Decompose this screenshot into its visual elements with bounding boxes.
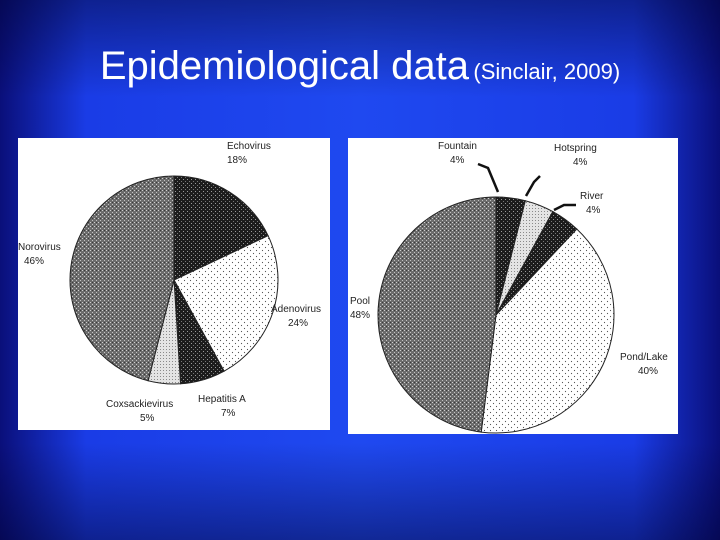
pie-slice-adenovirus — [173, 235, 279, 372]
pie-label-pond-lake: Pond/Lake 40% — [620, 352, 668, 377]
pie-slice-pond-lake — [480, 228, 615, 434]
pie-label-hotspring: Hotspring 4% — [554, 143, 597, 168]
pie-chart-sources: Fountain 4% Hotspring 4% River 4% Pond/Lake 40%… — [350, 141, 668, 434]
pie-chart-pathogens: Echovirus 18% Adenovirus 24% Hepatitis A 7% Co… — [18, 141, 321, 424]
pie-chart-panel-pathogens: Echovirus 18% Adenovirus 24% Hepatitis A 7% Co… — [18, 138, 330, 430]
pie-label-pool: Pool 48% — [350, 296, 370, 321]
pie-slice-echovirus — [173, 175, 269, 281]
pie-label-echovirus: Echovirus 18% — [227, 141, 271, 166]
slide-title-citation: (Sinclair, 2009) — [473, 59, 621, 84]
leader-line-river — [553, 203, 576, 212]
pie-chart-panel-sources: Fountain 4% Hotspring 4% River 4% Pond/Lake 40%… — [348, 138, 678, 434]
slide-title: Epidemiological data (Sinclair, 2009) — [0, 44, 720, 89]
pie-slice-norovirus — [69, 175, 175, 382]
pie-label-hepatitis-a: Hepatitis A 7% — [198, 394, 246, 419]
pie-label-norovirus: Norovirus 46% — [18, 242, 61, 267]
leader-line-fountain — [477, 162, 500, 193]
pie-label-river: River 4% — [580, 191, 604, 216]
pie-slice-pool — [377, 196, 497, 433]
leader-line-hotspring — [524, 175, 541, 197]
pie-label-fountain: Fountain 4% — [438, 141, 477, 166]
slide-title-main: Epidemiological data — [99, 44, 469, 88]
pie-label-coxsackievirus: Coxsackievirus 5% — [106, 399, 173, 424]
pie-label-adenovirus: Adenovirus 24% — [271, 304, 321, 329]
